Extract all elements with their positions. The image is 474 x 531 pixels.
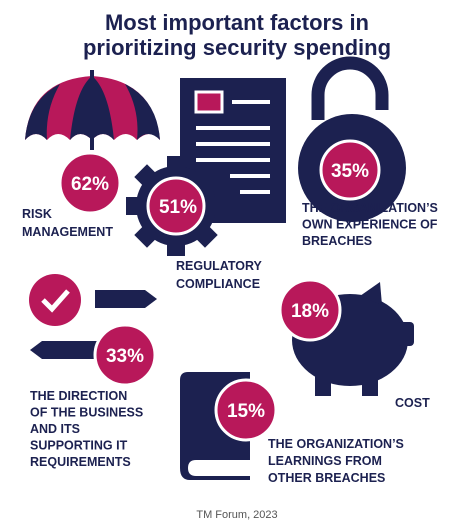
- factor-label: LEARNINGS FROM: [268, 454, 382, 468]
- direction-icon: [29, 274, 157, 387]
- factor-label: AND ITS: [30, 422, 80, 436]
- percent-label: 62%: [71, 174, 109, 195]
- piggy-bank-icon: [278, 278, 414, 396]
- factor-label: MANAGEMENT: [22, 225, 113, 239]
- percent-label: 35%: [331, 161, 369, 182]
- percent-label: 51%: [159, 197, 197, 218]
- factor-label: THE DIRECTION: [30, 389, 127, 403]
- value-badge: [58, 151, 122, 215]
- title-line: prioritizing security spending: [83, 35, 391, 60]
- factor-label: SUPPORTING IT: [30, 439, 128, 453]
- book-icon: [180, 372, 278, 480]
- factor-label: OTHER BREACHES: [268, 471, 385, 485]
- gear-icon: [126, 156, 226, 256]
- title-line: Most important factors in: [105, 10, 369, 35]
- factor-label: RISK: [22, 207, 52, 221]
- factor-label: REQUIREMENTS: [30, 455, 131, 469]
- factor-label: BREACHES: [302, 234, 372, 248]
- umbrella-icon: [25, 70, 160, 150]
- lock-icon: [298, 56, 406, 222]
- percent-label: 33%: [106, 346, 144, 367]
- factor-label: REGULATORY: [176, 259, 263, 273]
- factor-label: COST: [395, 396, 430, 410]
- factor-label: OWN EXPERIENCE OF: [302, 218, 438, 232]
- source: TM Forum, 2023: [196, 509, 277, 521]
- factor-label: THE ORGANIZATION’S: [302, 201, 438, 215]
- percent-label: 15%: [227, 401, 265, 422]
- factor-label: THE ORGANIZATION’S: [268, 437, 404, 451]
- factor-label: COMPLIANCE: [176, 277, 260, 291]
- percent-label: 18%: [291, 301, 329, 322]
- factor-label: OF THE BUSINESS: [30, 406, 143, 420]
